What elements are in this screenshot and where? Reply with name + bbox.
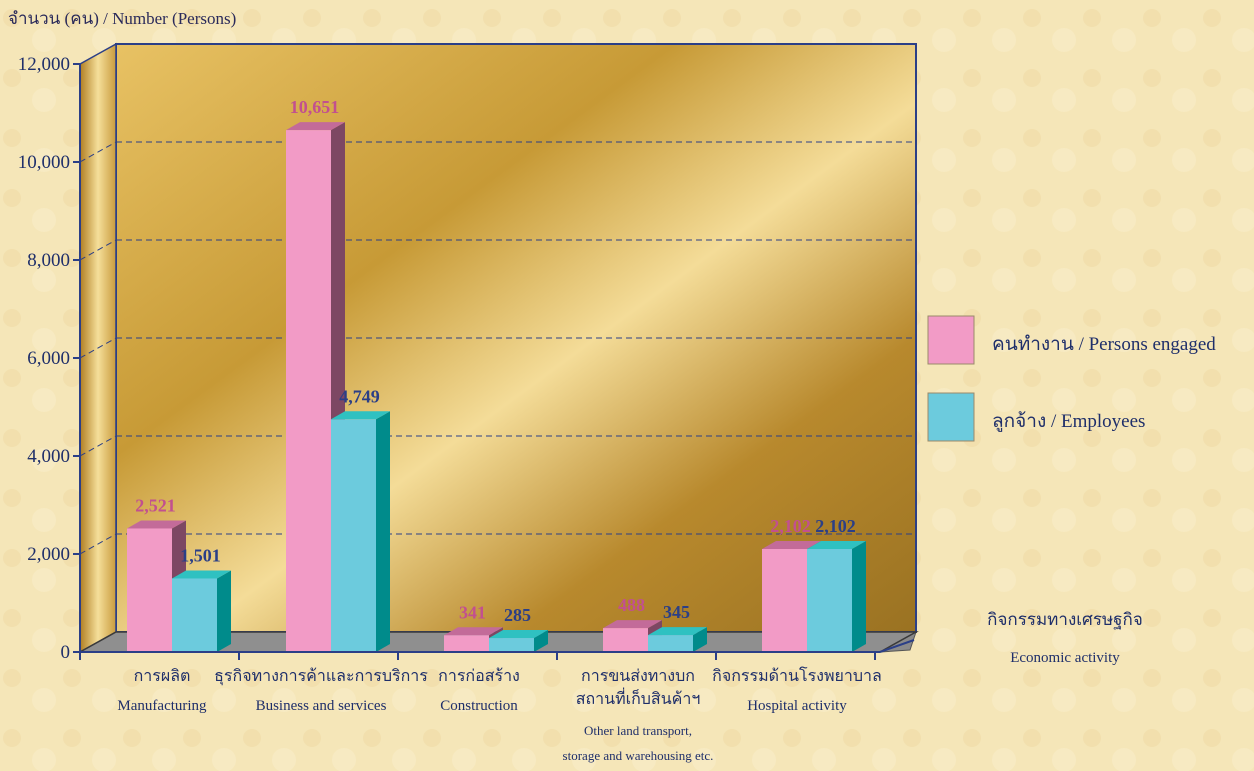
bar-employees-side <box>376 411 390 652</box>
bar-employees-top <box>489 630 548 639</box>
category-label-en: Other land transport, <box>584 723 692 738</box>
bar-employees-side <box>217 570 231 652</box>
x-axis-title-th: กิจกรรมทางเศรษฐกิจ <box>987 610 1143 630</box>
gridline-side <box>79 141 117 163</box>
value-label-employees: 4,749 <box>339 386 380 406</box>
bar-employees <box>489 638 534 652</box>
category-label-th-line2: สถานที่เก็บสินค้าฯ <box>576 687 701 708</box>
value-label-persons: 2,102 <box>770 516 811 536</box>
category-label-th: การก่อสร้าง <box>438 667 520 685</box>
value-label-employees: 285 <box>504 605 531 625</box>
value-label-persons: 2,521 <box>135 495 176 515</box>
value-label-employees: 2,102 <box>815 516 856 536</box>
category-label-th: การขนส่งทางบก <box>581 668 695 685</box>
bar-persons-engaged-top <box>286 122 345 131</box>
category-label-en: storage and warehousing etc. <box>563 748 714 763</box>
y-tick-label: 10,000 <box>18 152 70 173</box>
value-label-persons: 341 <box>459 602 486 622</box>
category-label-th: การผลิต <box>134 668 191 685</box>
bar-persons-engaged <box>127 528 172 652</box>
bar-persons-engaged-top <box>444 627 503 636</box>
bar-persons-engaged <box>444 635 489 652</box>
bar-employees <box>807 549 852 652</box>
category-label-en: Hospital activity <box>747 698 847 714</box>
bar-persons-engaged-top <box>603 620 662 629</box>
category-label-th: กิจกรรมด้านโรงพยาบาล <box>712 666 882 685</box>
bars <box>127 122 866 652</box>
gridline-side <box>79 337 117 359</box>
data-labels: 2,521 10,651 341 488 2,102 1,501 4,749 285 345 2,… <box>135 97 856 625</box>
bar-employees-side <box>534 630 548 652</box>
bar-persons-engaged <box>762 549 807 652</box>
y-tick-label: 12,000 <box>18 54 70 75</box>
value-label-employees: 345 <box>663 602 690 622</box>
gridline-side <box>79 533 117 555</box>
bar-employees-top <box>172 570 231 579</box>
y-axis-title: จำนวน (คน) / Number (Persons) <box>8 9 236 28</box>
gridline-side <box>79 435 117 457</box>
bar-employees <box>172 578 217 652</box>
bar-persons-engaged-top <box>762 541 821 550</box>
legend-swatch-employees <box>927 392 975 442</box>
bar-employees-side <box>852 541 866 652</box>
value-label-persons: 488 <box>618 595 645 615</box>
value-label-persons: 10,651 <box>290 97 340 117</box>
legend-label-persons-engaged: คนทำงาน / Persons engaged <box>992 334 1216 355</box>
x-axis-title-en: Economic activity <box>1010 650 1120 666</box>
bar-employees <box>648 635 693 652</box>
y-tick-label: 6,000 <box>27 348 70 369</box>
value-label-employees: 1,501 <box>180 545 221 565</box>
gridlines <box>79 141 916 555</box>
bar-persons-engaged <box>286 130 331 652</box>
category-label-en: Manufacturing <box>117 698 207 714</box>
bar-persons-engaged-top <box>127 520 186 529</box>
bar-employees <box>331 419 376 652</box>
bar-employees-top <box>648 627 707 636</box>
legend: คนทำงาน / Persons engaged ลูกจ้าง / Emplo… <box>927 315 1216 666</box>
gridline-side <box>79 239 117 261</box>
x-axis: การผลิต Manufacturing ธุรกิจทางการค้าและกา… <box>79 639 915 763</box>
x-axis-edge <box>879 639 915 653</box>
y-tick-label: 0 <box>61 642 71 663</box>
y-tick-label: 8,000 <box>27 250 70 271</box>
category-label-en: Construction <box>440 698 518 714</box>
category-label-th: ธุรกิจทางการค้าและการบริการ <box>214 667 428 686</box>
y-tick-label: 2,000 <box>27 544 70 565</box>
y-tick-label: 4,000 <box>27 446 70 467</box>
bar-persons-engaged <box>603 628 648 652</box>
legend-label-employees: ลูกจ้าง / Employees <box>992 411 1145 432</box>
category-label-en: Business and services <box>256 698 387 714</box>
bar-employees-side <box>693 627 707 652</box>
legend-swatch-persons-engaged <box>927 315 975 365</box>
bar-employees-top <box>331 411 390 420</box>
y-axis: 0 2,000 4,000 6,000 8,000 10,000 12,000 จำนวน (… <box>8 9 236 663</box>
bar-employees-top <box>807 541 866 550</box>
